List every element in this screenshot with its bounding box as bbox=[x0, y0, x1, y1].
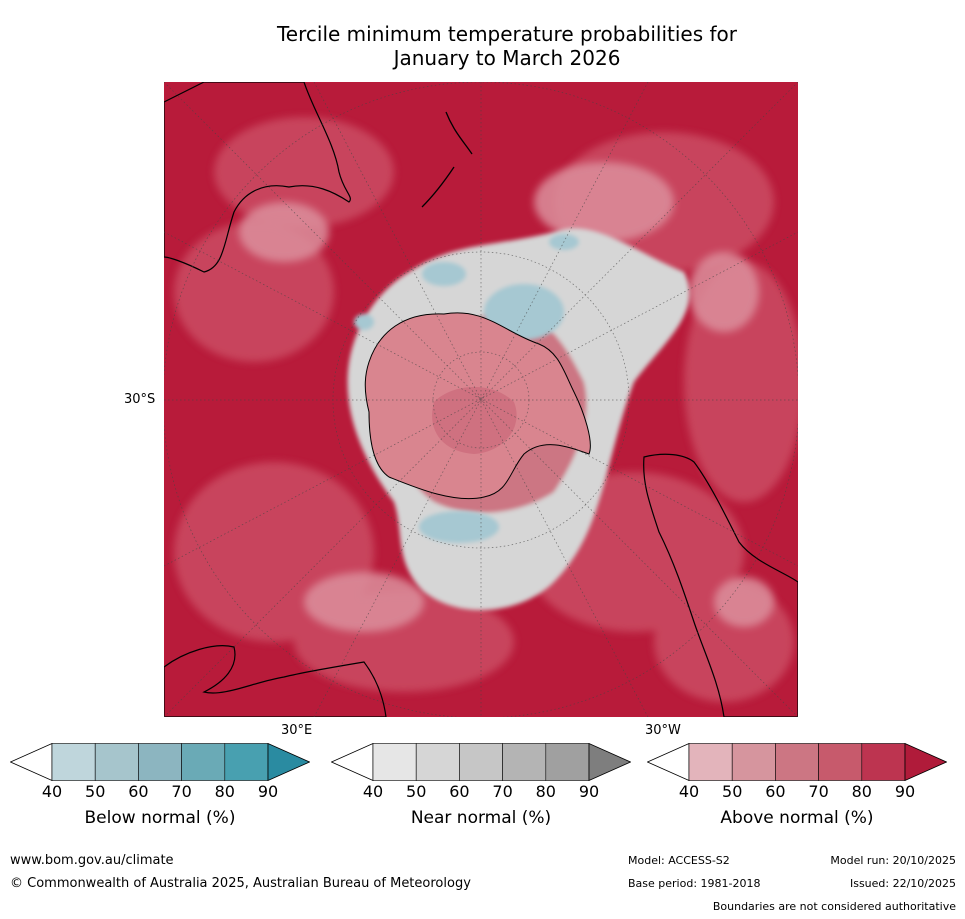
above-normal-light-region bbox=[239, 162, 774, 632]
colorbar-high-extension bbox=[588, 742, 632, 782]
footer-copyright: © Commonwealth of Australia 2025, Austra… bbox=[10, 876, 471, 891]
colorbar-bin bbox=[372, 743, 417, 781]
colorbar-bin bbox=[731, 743, 776, 781]
colorbar-tick-label: 50 bbox=[85, 782, 106, 801]
africa-coastline bbox=[164, 645, 387, 717]
colorbar-bin bbox=[688, 743, 733, 781]
colorbar-tick-label: 80 bbox=[535, 782, 556, 801]
colorbar-low-extension bbox=[646, 742, 690, 782]
title-line-1: Tercile minimum temperature probabilitie… bbox=[276, 22, 738, 46]
colorbar-bin bbox=[459, 743, 503, 781]
colorbar-bin bbox=[502, 743, 547, 781]
footer-disclaimer: Boundaries are not considered authoritat… bbox=[712, 900, 956, 913]
colorbar-bin bbox=[51, 743, 96, 781]
colorbar-bin bbox=[861, 743, 906, 781]
colorbar-tick-label: 70 bbox=[808, 782, 829, 801]
colorbar-bin bbox=[775, 743, 819, 781]
colorbar-above-title: Above normal (%) bbox=[720, 808, 874, 828]
probability-map bbox=[164, 82, 798, 717]
footer-model-run: Model run: 20/10/2025 bbox=[830, 854, 956, 867]
colorbar-tick-label: 40 bbox=[362, 782, 384, 801]
colorbar-tick-label: 60 bbox=[128, 782, 149, 801]
colorbar-near-normal bbox=[330, 742, 632, 782]
label-30w: 30°W bbox=[645, 723, 681, 738]
colorbar-tick-label: 70 bbox=[171, 782, 192, 801]
graticule bbox=[164, 82, 798, 717]
title-line-2: January to March 2026 bbox=[393, 46, 621, 70]
colorbar-low-extension bbox=[330, 742, 374, 782]
colorbar-bin bbox=[181, 743, 226, 781]
colorbar-tick-label: 60 bbox=[765, 782, 786, 801]
label-30e: 30°E bbox=[281, 723, 313, 738]
footer-model: Model: ACCESS-S2 bbox=[628, 854, 730, 867]
colorbar-tick-label: 50 bbox=[722, 782, 743, 801]
colorbar-above-normal bbox=[646, 742, 948, 782]
footer-base-period: Base period: 1981-2018 bbox=[628, 877, 761, 890]
colorbar-near-graphic bbox=[330, 742, 632, 782]
colorbar-tick-label: 90 bbox=[894, 782, 916, 801]
below-normal-patches bbox=[354, 234, 579, 543]
colorbar-bin bbox=[138, 743, 182, 781]
colorbar-bin bbox=[415, 743, 460, 781]
chart-title: Tercile minimum temperature probabilitie… bbox=[164, 22, 850, 70]
colorbar-tick-label: 70 bbox=[492, 782, 513, 801]
colorbar-low-extension bbox=[9, 742, 53, 782]
colorbar-tick-label: 80 bbox=[214, 782, 235, 801]
colorbar-tick-label: 90 bbox=[578, 782, 600, 801]
south-america-coastline bbox=[643, 453, 798, 717]
colorbar-below-title: Below normal (%) bbox=[84, 808, 236, 828]
colorbar-bin bbox=[224, 743, 269, 781]
antarctic-interior bbox=[432, 387, 517, 454]
colorbar-tick-label: 50 bbox=[406, 782, 427, 801]
colorbar-below-graphic bbox=[9, 742, 311, 782]
footer-url: www.bom.gov.au/climate bbox=[10, 853, 174, 868]
colorbar-tick-label: 80 bbox=[851, 782, 872, 801]
colorbar-tick-label: 90 bbox=[257, 782, 279, 801]
footer-issued: Issued: 22/10/2025 bbox=[849, 877, 956, 890]
colorbar-high-extension bbox=[904, 742, 948, 782]
colorbar-bin bbox=[94, 743, 139, 781]
map-graphic bbox=[164, 82, 798, 717]
colorbar-below-normal bbox=[9, 742, 311, 782]
colorbar-above-graphic bbox=[646, 742, 948, 782]
colorbar-near-title: Near normal (%) bbox=[410, 808, 552, 828]
australia-coastline bbox=[164, 82, 351, 273]
colorbar-tick-label: 60 bbox=[449, 782, 470, 801]
colorbar-high-extension bbox=[267, 742, 311, 782]
colorbar-tick-label: 40 bbox=[41, 782, 63, 801]
colorbar-bin bbox=[545, 743, 590, 781]
new-zealand-coastline bbox=[421, 111, 473, 208]
colorbar-tick-label: 40 bbox=[678, 782, 700, 801]
label-30s: 30°S bbox=[124, 392, 156, 407]
colorbar-bin bbox=[818, 743, 863, 781]
